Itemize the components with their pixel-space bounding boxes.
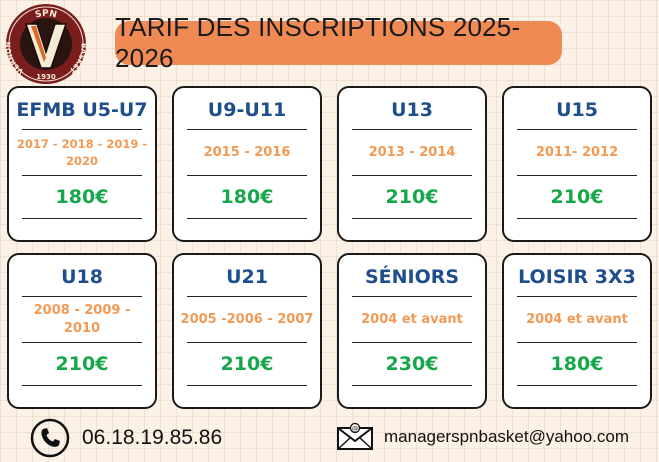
divider bbox=[517, 129, 637, 130]
divider bbox=[517, 342, 637, 343]
birth-years: 2004 et avant bbox=[526, 311, 628, 327]
birth-years: 2017 - 2018 - 2019 - 2020 bbox=[16, 136, 148, 168]
divider bbox=[187, 296, 307, 297]
divider bbox=[352, 129, 472, 130]
logo-top-text: SPN bbox=[34, 9, 58, 21]
divider bbox=[352, 175, 472, 176]
page-title: TARIF DES INSCRIPTIONS 2025-2026 bbox=[115, 12, 521, 73]
price: 210€ bbox=[385, 186, 439, 208]
phone-contact[interactable]: 06.18.19.85.86 bbox=[30, 418, 222, 458]
divider bbox=[187, 129, 307, 130]
category-name: SÉNIORS bbox=[364, 266, 460, 288]
price-card-u13: U13 2013 - 2014 210€ bbox=[337, 86, 487, 242]
birth-years: 2008 - 2009 - 2010 bbox=[33, 302, 131, 336]
phone-icon bbox=[30, 418, 70, 458]
title-banner: TARIF DES INSCRIPTIONS 2025-2026 bbox=[115, 12, 562, 73]
birth-years: 2015 - 2016 bbox=[203, 144, 291, 160]
envelope-icon: @ bbox=[336, 422, 374, 451]
price: 180€ bbox=[55, 186, 109, 208]
category-name: LOISIR 3X3 bbox=[518, 266, 636, 288]
category-name: EFMB U5-U7 bbox=[16, 99, 148, 121]
divider bbox=[352, 218, 472, 219]
birth-years: 2005 -2006 - 2007 bbox=[180, 311, 314, 327]
category-name: U13 bbox=[391, 99, 433, 121]
price: 180€ bbox=[220, 186, 274, 208]
price: 210€ bbox=[55, 353, 109, 375]
category-name: U21 bbox=[226, 266, 268, 288]
birth-years: 2011- 2012 bbox=[535, 144, 619, 160]
category-name: U15 bbox=[556, 99, 598, 121]
price: 210€ bbox=[550, 186, 604, 208]
divider bbox=[22, 342, 142, 343]
price: 180€ bbox=[550, 353, 604, 375]
divider bbox=[517, 175, 637, 176]
divider bbox=[187, 218, 307, 219]
divider bbox=[22, 296, 142, 297]
birth-years: 2013 - 2014 bbox=[368, 144, 456, 160]
divider bbox=[517, 385, 637, 386]
logo-year: 1930 bbox=[36, 73, 56, 81]
price-card-seniors: SÉNIORS 2004 et avant 230€ bbox=[337, 253, 487, 409]
email-contact[interactable]: @ managerspnbasket@yahoo.com bbox=[336, 422, 630, 451]
divider bbox=[187, 342, 307, 343]
svg-text:SPN: SPN bbox=[34, 9, 58, 21]
divider bbox=[352, 385, 472, 386]
category-name: U18 bbox=[61, 266, 103, 288]
divider bbox=[187, 175, 307, 176]
divider bbox=[22, 175, 142, 176]
divider bbox=[187, 385, 307, 386]
price: 230€ bbox=[385, 353, 439, 375]
svg-text:@: @ bbox=[352, 424, 359, 432]
divider bbox=[517, 218, 637, 219]
phone-number: 06.18.19.85.86 bbox=[82, 426, 223, 449]
divider bbox=[22, 129, 142, 130]
price-card-u18: U18 2008 - 2009 - 2010 210€ bbox=[7, 253, 157, 409]
price-card-u9-u11: U9-U11 2015 - 2016 180€ bbox=[172, 86, 322, 242]
category-name: U9-U11 bbox=[207, 99, 287, 121]
divider bbox=[22, 385, 142, 386]
price-card-efmb: EFMB U5-U7 2017 - 2018 - 2019 - 2020 180… bbox=[7, 86, 157, 242]
birth-years: 2004 et avant bbox=[361, 311, 463, 327]
price: 210€ bbox=[220, 353, 274, 375]
divider bbox=[352, 342, 472, 343]
email-address: managerspnbasket@yahoo.com bbox=[384, 427, 630, 446]
divider bbox=[352, 296, 472, 297]
divider bbox=[517, 296, 637, 297]
price-card-u21: U21 2005 -2006 - 2007 210€ bbox=[172, 253, 322, 409]
price-card-u15: U15 2011- 2012 210€ bbox=[502, 86, 652, 242]
divider bbox=[22, 218, 142, 219]
club-logo: SPN VERNON BASKET 1930 bbox=[4, 2, 88, 86]
price-card-loisir-3x3: LOISIR 3X3 2004 et avant 180€ bbox=[502, 253, 652, 409]
